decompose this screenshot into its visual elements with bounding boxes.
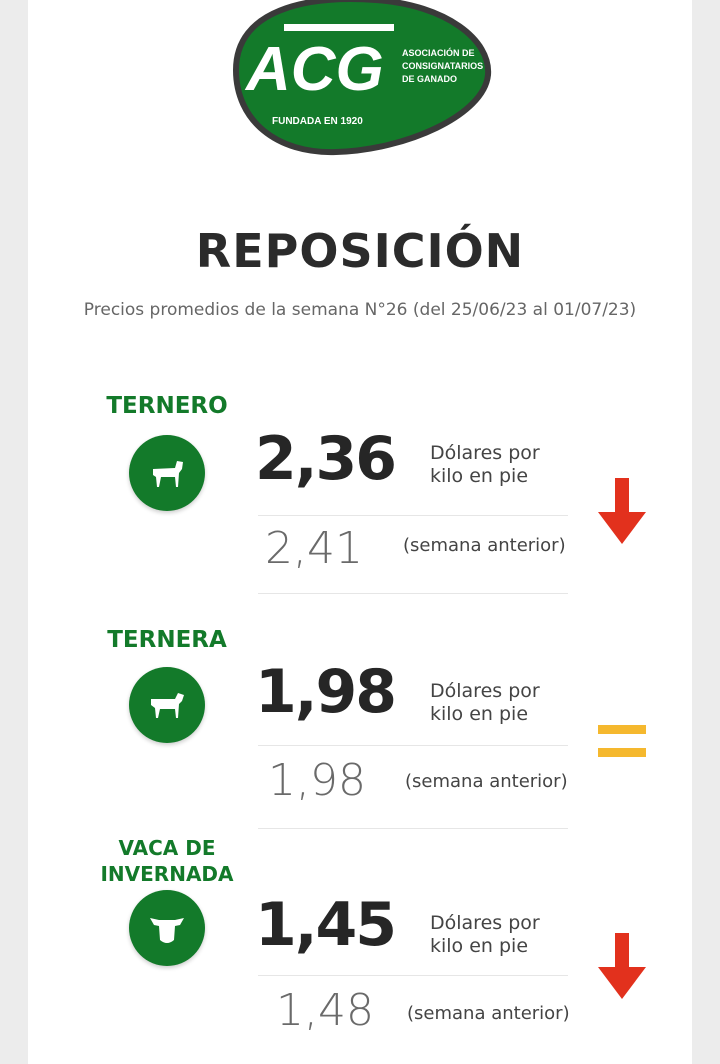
- calf-icon: [129, 435, 205, 511]
- logo-name-line: CONSIGNATARIOS: [402, 61, 483, 71]
- previous-label: (semana anterior): [405, 771, 568, 792]
- page-title: REPOSICIÓN: [195, 224, 525, 278]
- logo-letters: ACG: [244, 35, 384, 104]
- report-card: [28, 0, 692, 1064]
- category-label: TERNERO: [106, 393, 228, 419]
- logo-name-line: DE GANADO: [402, 74, 457, 84]
- price-value: 1,45: [255, 890, 397, 960]
- logo-founded: FUNDADA EN 1920: [272, 116, 363, 127]
- equals-icon: [598, 725, 646, 761]
- week-subtitle: Precios promedios de la semana N°26 (del…: [83, 300, 637, 320]
- divider: [258, 515, 568, 516]
- acg-logo: ACG ASOCIACIÓN DE CONSIGNATARIOS DE GANA…: [226, 0, 496, 158]
- divider: [258, 975, 568, 976]
- price-value: 1,98: [255, 657, 397, 727]
- price-value: 2,36: [255, 424, 397, 494]
- category-label: VACA DE INVERNADA: [100, 836, 234, 886]
- previous-label: (semana anterior): [403, 535, 566, 556]
- category-label: TERNERA: [107, 627, 227, 653]
- price-unit: Dólares por kilo en pie: [430, 442, 540, 487]
- divider: [258, 745, 568, 746]
- previous-price: 2,41: [265, 523, 363, 574]
- cow-head-icon: [129, 890, 205, 966]
- logo-name-line: ASOCIACIÓN DE: [402, 47, 475, 58]
- divider: [258, 593, 568, 594]
- price-unit: Dólares por kilo en pie: [430, 680, 540, 725]
- arrow-down-icon: [598, 933, 646, 1003]
- divider: [258, 828, 568, 829]
- price-unit: Dólares por kilo en pie: [430, 912, 540, 957]
- calf-icon: [129, 667, 205, 743]
- previous-price: 1,98: [268, 755, 366, 806]
- arrow-down-icon: [598, 478, 646, 548]
- previous-label: (semana anterior): [407, 1003, 570, 1024]
- previous-price: 1,48: [276, 985, 374, 1036]
